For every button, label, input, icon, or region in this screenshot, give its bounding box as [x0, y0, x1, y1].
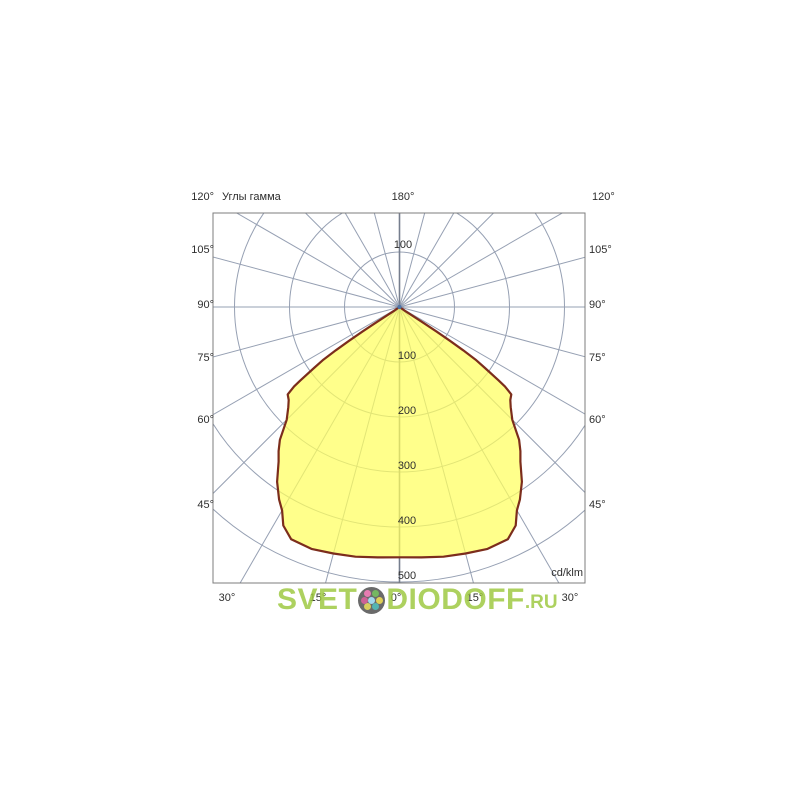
angle-label-bottom-30-left: 30°	[218, 592, 236, 604]
chart-border	[212, 212, 586, 584]
watermark-text-left: SVET	[277, 583, 358, 616]
chart-title: Углы гамма	[222, 191, 281, 203]
watermark: SVET DIODOFF .RU	[277, 584, 558, 616]
angle-label-left-90: 90°	[197, 299, 214, 311]
pole-dot	[397, 304, 402, 310]
angle-label-bottom-30-right: 30°	[561, 592, 579, 604]
angle-label-bottom-15-left: 15°	[309, 592, 327, 604]
radial-value-label-above-100: 100	[393, 239, 413, 251]
angle-label-right-90: 90°	[589, 299, 606, 311]
logo-dot	[360, 596, 368, 604]
logo-dot	[372, 603, 380, 611]
angle-label-top-left: 120°	[191, 191, 214, 203]
logo-dot	[364, 589, 372, 597]
radial-value-label-400: 400	[397, 515, 417, 527]
angle-label-right-60: 60°	[589, 414, 606, 426]
angle-label-bottom-15-right: 15°	[466, 592, 484, 604]
angle-label-left-60: 60°	[197, 414, 214, 426]
angle-label-right-75: 75°	[589, 352, 606, 364]
angle-label-right-105: 105°	[589, 244, 612, 256]
angle-label-left-45: 45°	[197, 499, 214, 511]
radial-value-label-100: 100	[397, 350, 417, 362]
logo-dot	[364, 603, 372, 611]
watermark-logo-icon	[358, 586, 386, 614]
beam-curve-layer	[276, 304, 523, 559]
angle-label-top-center: 180°	[391, 191, 415, 203]
radial-value-label-200: 200	[397, 405, 417, 417]
logo-dot	[368, 596, 376, 604]
angle-label-left-105: 105°	[191, 244, 214, 256]
angle-label-left-75: 75°	[197, 352, 214, 364]
beam-intensity-curve	[276, 305, 523, 559]
unit-label: cd/klm	[551, 567, 583, 579]
radial-value-label-300: 300	[397, 460, 417, 472]
angle-label-top-right: 120°	[592, 191, 615, 203]
angle-label-right-45: 45°	[589, 499, 606, 511]
logo-dot	[372, 589, 380, 597]
watermark-text-right: DIODOFF	[386, 583, 525, 616]
logo-dot	[376, 596, 384, 604]
radial-value-label-500: 500	[397, 570, 417, 582]
angle-label-bottom-0: 0°	[390, 592, 402, 604]
watermark-tld: .RU	[524, 592, 558, 613]
